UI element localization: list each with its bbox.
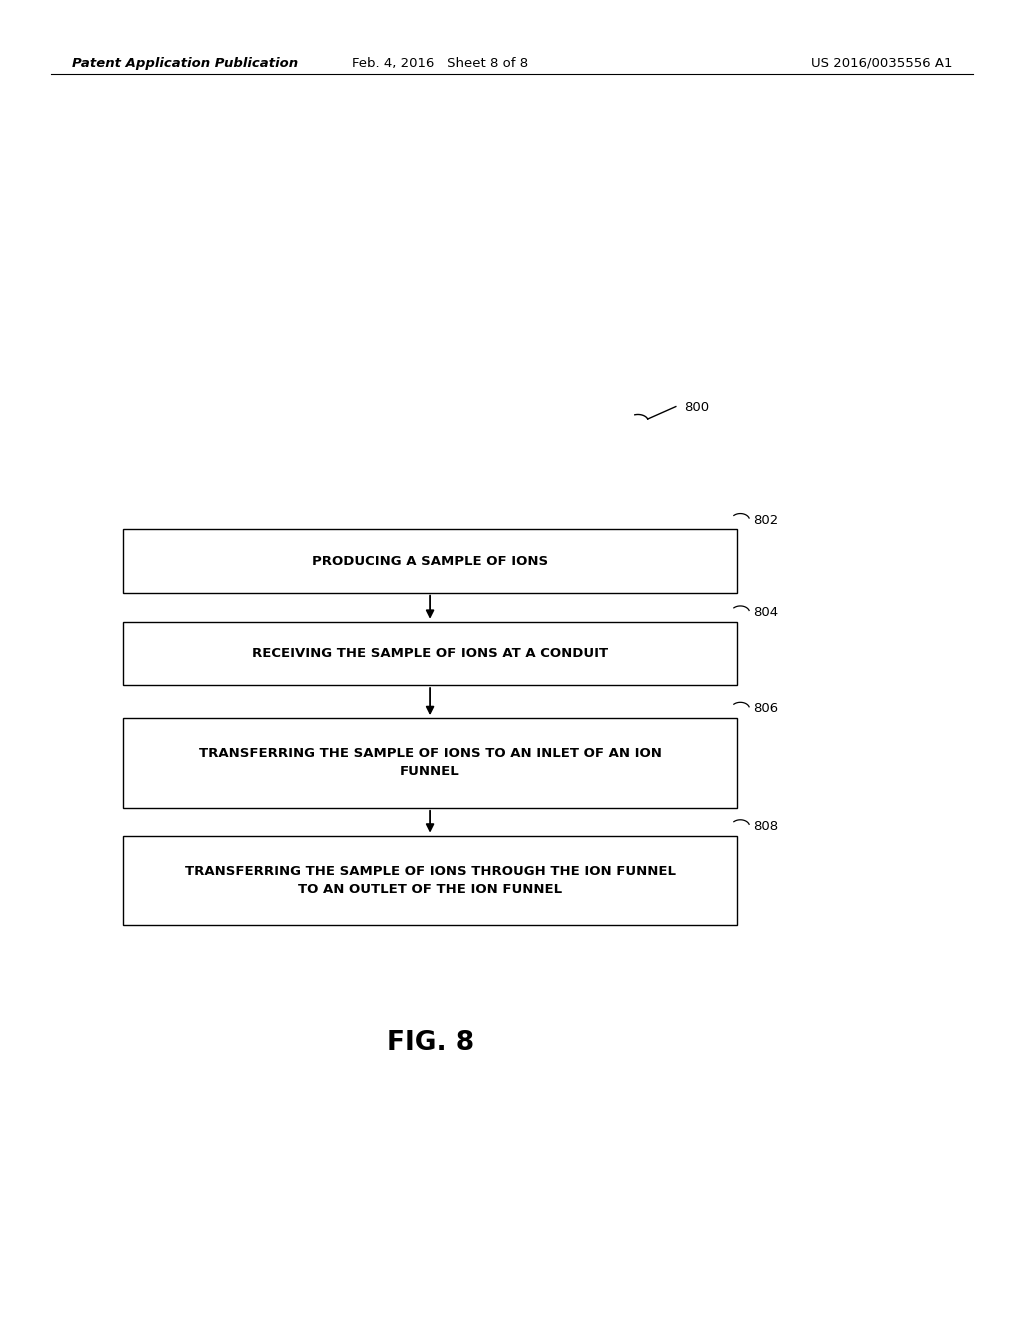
Text: RECEIVING THE SAMPLE OF IONS AT A CONDUIT: RECEIVING THE SAMPLE OF IONS AT A CONDUI…	[252, 647, 608, 660]
Text: Feb. 4, 2016   Sheet 8 of 8: Feb. 4, 2016 Sheet 8 of 8	[352, 57, 528, 70]
Text: PRODUCING A SAMPLE OF IONS: PRODUCING A SAMPLE OF IONS	[312, 554, 548, 568]
Text: 800: 800	[684, 401, 710, 414]
Text: 804: 804	[753, 606, 778, 619]
Text: FIG. 8: FIG. 8	[386, 1030, 474, 1056]
Bar	[123, 718, 737, 808]
Text: US 2016/0035556 A1: US 2016/0035556 A1	[811, 57, 952, 70]
Text: TRANSFERRING THE SAMPLE OF IONS TO AN INLET OF AN ION
FUNNEL: TRANSFERRING THE SAMPLE OF IONS TO AN IN…	[199, 747, 662, 779]
Text: TRANSFERRING THE SAMPLE OF IONS THROUGH THE ION FUNNEL
TO AN OUTLET OF THE ION F: TRANSFERRING THE SAMPLE OF IONS THROUGH …	[184, 865, 676, 896]
Text: Patent Application Publication: Patent Application Publication	[72, 57, 298, 70]
Text: 806: 806	[753, 702, 778, 715]
Text: 802: 802	[753, 513, 778, 527]
Bar	[123, 836, 737, 925]
Text: 808: 808	[753, 820, 778, 833]
Bar	[123, 622, 737, 685]
Bar	[123, 529, 737, 593]
